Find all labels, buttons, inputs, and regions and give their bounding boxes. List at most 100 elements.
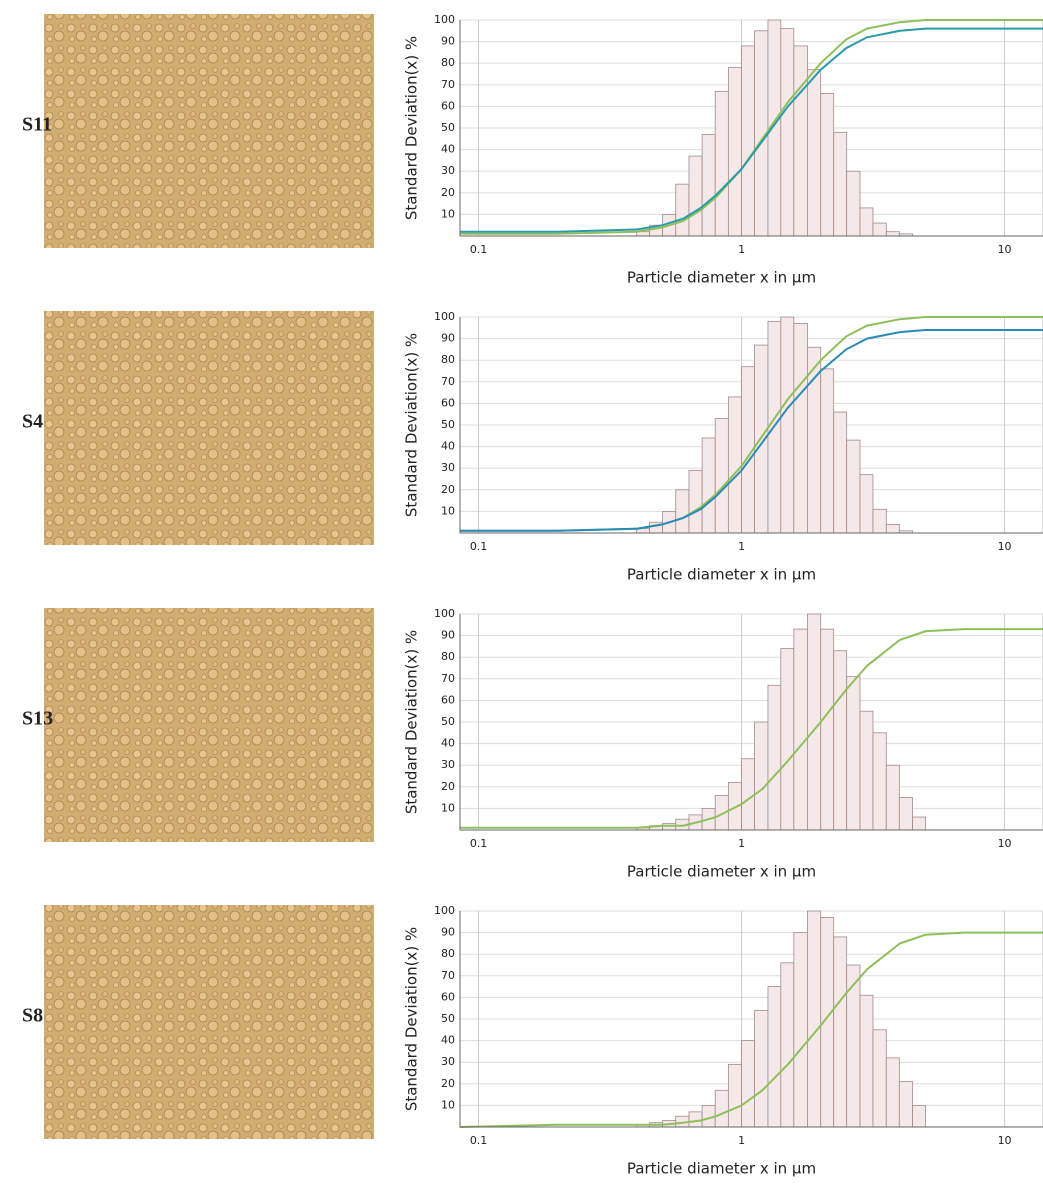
bar bbox=[885, 523, 900, 534]
y-tick-label: 10 bbox=[441, 504, 455, 517]
bar bbox=[872, 732, 887, 831]
bar bbox=[833, 411, 848, 534]
x-tick-label: 0.1 bbox=[470, 243, 488, 256]
micrograph bbox=[44, 311, 374, 545]
y-tick-label: 90 bbox=[441, 629, 455, 642]
y-tick-label: 30 bbox=[441, 1055, 455, 1068]
bar bbox=[807, 69, 822, 237]
bar bbox=[820, 628, 835, 831]
bar bbox=[754, 1009, 769, 1128]
y-tick-label: 40 bbox=[441, 143, 455, 156]
x-axis-label: Particle diameter x in μm bbox=[627, 863, 816, 881]
x-tick-label: 1 bbox=[738, 243, 745, 256]
y-tick-label: 30 bbox=[441, 164, 455, 177]
bar bbox=[793, 628, 808, 831]
bar bbox=[859, 994, 874, 1128]
x-tick-label: 0.1 bbox=[470, 837, 488, 850]
bar bbox=[688, 1111, 703, 1128]
y-tick-label: 50 bbox=[441, 121, 455, 134]
y-axis-label: Standard Deviation(x) % bbox=[403, 36, 421, 220]
bar bbox=[688, 469, 703, 534]
bar bbox=[846, 439, 861, 534]
y-tick-label: 80 bbox=[441, 353, 455, 366]
cumulative-line bbox=[460, 19, 1043, 235]
y-tick-label: 60 bbox=[441, 693, 455, 706]
y-tick-label: 50 bbox=[441, 715, 455, 728]
y-tick-label: 100 bbox=[434, 13, 455, 26]
bar bbox=[859, 207, 874, 237]
bar bbox=[833, 650, 848, 831]
bar bbox=[793, 323, 808, 534]
y-tick-label: 20 bbox=[441, 186, 455, 199]
cumulative-line bbox=[460, 27, 1043, 233]
bar bbox=[859, 474, 874, 534]
y-tick-label: 60 bbox=[441, 990, 455, 1003]
bar bbox=[727, 1063, 742, 1128]
bar bbox=[872, 508, 887, 534]
bar bbox=[872, 1029, 887, 1128]
y-tick-label: 60 bbox=[441, 396, 455, 409]
y-tick-label: 20 bbox=[441, 483, 455, 496]
y-tick-label: 80 bbox=[441, 56, 455, 69]
bar bbox=[714, 90, 729, 237]
x-tick-label: 10 bbox=[998, 837, 1012, 850]
y-tick-label: 30 bbox=[441, 461, 455, 474]
y-tick-label: 50 bbox=[441, 418, 455, 431]
y-tick-label: 100 bbox=[434, 607, 455, 620]
y-tick-label: 70 bbox=[441, 375, 455, 388]
bar bbox=[675, 489, 690, 534]
micrograph bbox=[44, 608, 374, 842]
y-tick-label: 90 bbox=[441, 35, 455, 48]
y-tick-label: 10 bbox=[441, 207, 455, 220]
y-tick-label: 20 bbox=[441, 780, 455, 793]
bar bbox=[872, 222, 887, 237]
bar bbox=[793, 932, 808, 1128]
y-tick-label: 100 bbox=[434, 310, 455, 323]
bar bbox=[846, 676, 861, 831]
panel-label: S4 bbox=[22, 411, 43, 433]
cumulative-line bbox=[460, 329, 1043, 532]
y-tick-label: 50 bbox=[441, 1012, 455, 1025]
cumulative-line bbox=[460, 628, 1043, 829]
bar bbox=[807, 613, 822, 831]
y-tick-label: 30 bbox=[441, 758, 455, 771]
y-tick-label: 80 bbox=[441, 650, 455, 663]
bar bbox=[833, 936, 848, 1128]
y-tick-label: 20 bbox=[441, 1077, 455, 1090]
y-tick-label: 80 bbox=[441, 947, 455, 960]
bar bbox=[912, 1105, 927, 1128]
bar bbox=[912, 816, 927, 831]
bar bbox=[767, 986, 782, 1128]
y-axis-label: Standard Deviation(x) % bbox=[403, 333, 421, 517]
bar bbox=[780, 28, 795, 237]
bar bbox=[885, 764, 900, 831]
bar bbox=[898, 797, 913, 831]
x-tick-label: 0.1 bbox=[470, 540, 488, 553]
panel-label: S11 bbox=[22, 114, 52, 136]
x-tick-label: 0.1 bbox=[470, 1134, 488, 1147]
bar bbox=[714, 1089, 729, 1128]
bar bbox=[820, 93, 835, 237]
y-tick-label: 40 bbox=[441, 440, 455, 453]
y-tick-label: 90 bbox=[441, 926, 455, 939]
bar bbox=[727, 782, 742, 831]
y-tick-label: 90 bbox=[441, 332, 455, 345]
bar bbox=[741, 45, 755, 237]
bar bbox=[767, 684, 782, 831]
x-tick-label: 1 bbox=[738, 1134, 745, 1147]
bar bbox=[741, 1040, 755, 1128]
bar bbox=[754, 721, 769, 831]
bar bbox=[833, 131, 848, 237]
x-tick-label: 10 bbox=[998, 1134, 1012, 1147]
micrograph bbox=[44, 14, 374, 248]
y-axis-label: Standard Deviation(x) % bbox=[403, 630, 421, 814]
micrograph bbox=[44, 905, 374, 1139]
panel-label: S13 bbox=[22, 708, 53, 730]
bar bbox=[885, 1057, 900, 1128]
bar bbox=[859, 710, 874, 831]
x-tick-label: 10 bbox=[998, 243, 1012, 256]
bar bbox=[727, 396, 742, 534]
y-tick-label: 60 bbox=[441, 99, 455, 112]
cumulative-line bbox=[459, 931, 1043, 1128]
